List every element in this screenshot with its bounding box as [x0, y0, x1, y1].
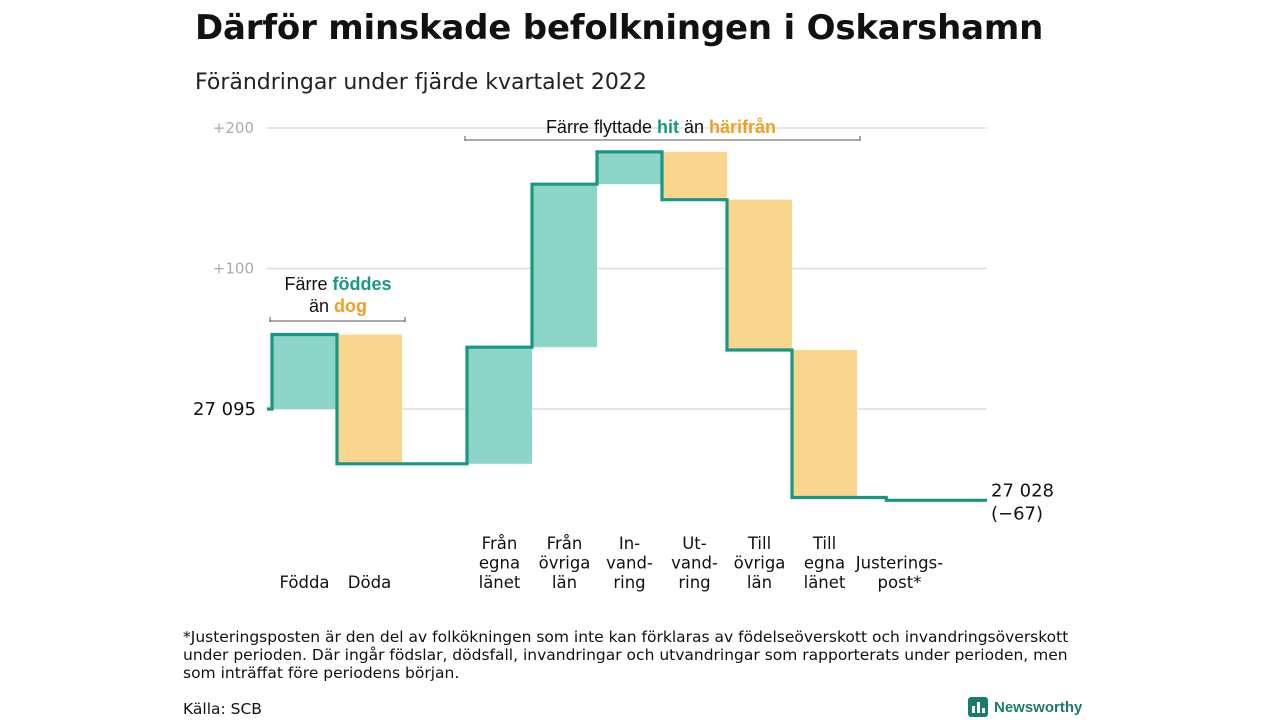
- category-label-8-1: egna: [804, 554, 845, 573]
- annotation-births-line2: än dog: [309, 296, 367, 316]
- bar-step-3: [467, 347, 532, 464]
- annotation-births-line2-part-0: än: [309, 296, 334, 316]
- annotation-migration-part-2: än: [679, 117, 709, 137]
- category-label-3-1: egna: [479, 554, 520, 573]
- category-label-8-0: Till: [812, 534, 836, 553]
- cumulative-line: [267, 150, 987, 502]
- category-label-0-0: Födda: [279, 573, 329, 592]
- bar-step-4: [532, 184, 597, 348]
- category-label-4-2: län: [552, 573, 577, 592]
- annotation-migration-bracket: [464, 136, 861, 141]
- category-label-3-0: Från: [482, 534, 518, 553]
- annotation-migration-part-1: hit: [657, 117, 679, 137]
- y-tick-label-1: +200: [213, 119, 254, 137]
- category-label-4-0: Från: [547, 534, 583, 553]
- bar-step-5: [597, 151, 662, 185]
- category-label-6-1: vand-: [671, 554, 718, 573]
- category-label-6-2: ring: [678, 573, 710, 592]
- chart-subtitle: Förändringar under fjärde kvartalet 2022: [195, 70, 647, 95]
- annotation-migration-part-0: Färre flyttade: [546, 117, 657, 137]
- chart-title: Därför minskade befolkningen i Oskarsham…: [195, 8, 1044, 48]
- newsworthy-logo[interactable]: Newsworthy: [968, 697, 1082, 717]
- footnote: *Justeringsposten är den del av folkökni…: [183, 628, 1069, 682]
- category-label-7-0: Till: [747, 534, 771, 553]
- category-label-5-0: In-: [619, 534, 640, 553]
- category-label-1-0: Döda: [348, 573, 391, 592]
- category-label-8-2: länet: [804, 573, 846, 592]
- annotation-births-bracket: [269, 317, 406, 322]
- category-label-6-0: Ut-: [682, 534, 707, 553]
- category-label-7-2: län: [747, 573, 772, 592]
- end-change-label: (−67): [991, 503, 1043, 524]
- annotation-migration-part-3: härifrån: [709, 117, 776, 137]
- category-label-9-1: post*: [878, 573, 922, 592]
- source-label: Källa: SCB: [183, 700, 262, 718]
- newsworthy-logo-icon: [968, 697, 988, 717]
- bar-step-7: [727, 199, 792, 350]
- bar-step-1: [337, 334, 402, 464]
- y-tick-label-0: +100: [213, 260, 254, 278]
- annotation-births-line1-part-1: föddes: [333, 274, 392, 294]
- category-label-7-1: övriga: [734, 554, 786, 573]
- end-value-label: 27 028: [991, 480, 1054, 501]
- annotation-migration: Färre flyttade hit än härifrån: [546, 117, 776, 137]
- annotation-births-line1: Färre föddes: [284, 274, 391, 294]
- category-label-3-2: länet: [479, 573, 521, 592]
- category-label-5-2: ring: [613, 573, 645, 592]
- start-value-label: 27 095: [193, 399, 256, 420]
- category-label-4-1: övriga: [539, 554, 591, 573]
- bar-step-6: [662, 151, 727, 200]
- annotation-births-line2-part-1: dog: [334, 296, 367, 316]
- category-label-9-0: Justerings-: [855, 554, 943, 573]
- logo-text: Newsworthy: [994, 698, 1083, 716]
- bar-step-0: [272, 334, 337, 409]
- annotation-births-line1-part-0: Färre: [284, 274, 332, 294]
- category-label-5-1: vand-: [606, 554, 653, 573]
- bar-step-8: [792, 349, 857, 498]
